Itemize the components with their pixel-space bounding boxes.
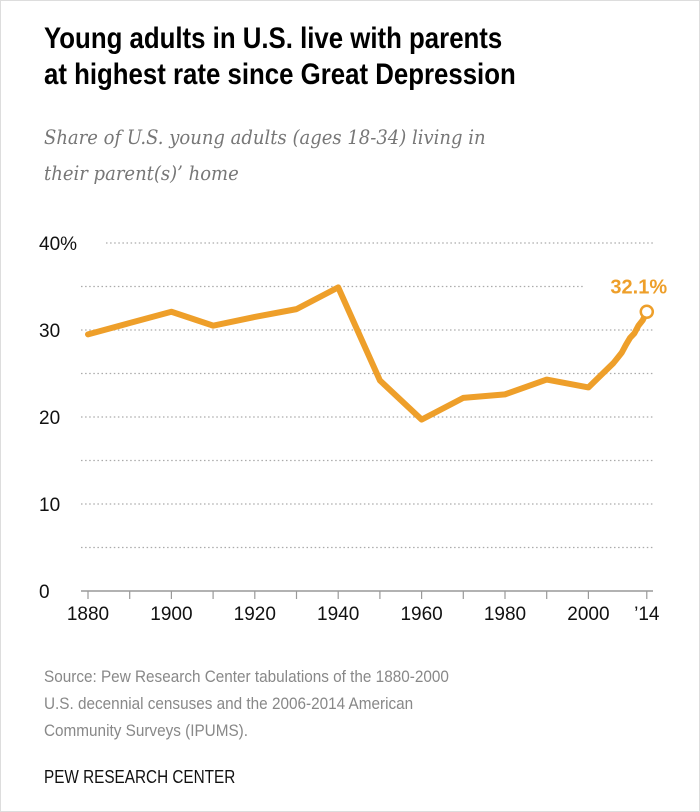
end-value-label: 32.1% — [610, 277, 667, 299]
line-chart: 0 10 20 30 40% 1880 1900 1920 1940 1960 1980 2000 ’1… — [39, 234, 667, 625]
x-tick-label: 1880 — [67, 604, 109, 625]
y-tick-label: 30 — [39, 321, 60, 342]
y-tick-label: 0 — [39, 582, 50, 603]
end-point-marker — [639, 304, 655, 319]
source-line: U.S. decennial censuses and the 2006-201… — [44, 694, 414, 713]
chart-subtitle: Share of U.S. young adults (ages 18-34) … — [44, 119, 486, 191]
title-line: at highest rate since Great Depression — [44, 58, 516, 91]
series-line — [85, 284, 650, 423]
y-tick-label: 40% — [39, 234, 77, 255]
x-tick-label: 1960 — [400, 604, 442, 625]
y-tick-label: 10 — [39, 495, 60, 516]
x-tick-label: 1900 — [150, 604, 192, 625]
x-tick-label: 2000 — [567, 604, 609, 625]
x-tick-label: 1940 — [317, 604, 359, 625]
x-tick-label: ’14 — [634, 604, 660, 625]
subtitle-line: Share of U.S. young adults (ages 18-34) … — [44, 125, 486, 149]
subtitle-line: their parent(s)’ home — [44, 161, 239, 185]
source-line: Source: Pew Research Center tabulations … — [44, 667, 449, 686]
source-line: Community Surveys (IPUMS). — [44, 721, 249, 740]
title-line: Young adults in U.S. live with parents — [44, 22, 503, 55]
chart-title: Young adults in U.S. live with parents a… — [44, 21, 516, 93]
y-tick-label: 20 — [39, 408, 60, 429]
x-tick-label: 1920 — [234, 604, 276, 625]
x-tick-label: 1980 — [484, 604, 526, 625]
source-note: Source: Pew Research Center tabulations … — [44, 663, 449, 744]
brand-logo-text: PEW RESEARCH CENTER — [44, 767, 236, 787]
